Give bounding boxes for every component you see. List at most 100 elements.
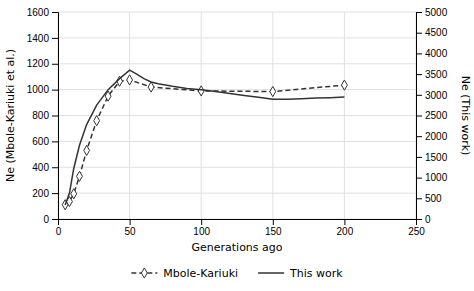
y-axis-tick-label: 0 bbox=[43, 214, 49, 225]
x-axis-tick-label: 200 bbox=[337, 226, 354, 237]
y-axis-tick-mark bbox=[52, 167, 58, 168]
y-axis-tick-label: 1400 bbox=[27, 33, 50, 44]
series-marker bbox=[77, 171, 83, 181]
series-marker bbox=[270, 86, 276, 96]
y-axis-tick: 200 bbox=[32, 188, 58, 199]
grid-line-y bbox=[58, 167, 416, 168]
legend-swatch bbox=[258, 272, 284, 274]
plot: 0501001502002500200400600800100012001400… bbox=[27, 7, 448, 237]
grid-line-y bbox=[58, 63, 416, 64]
y2-axis-tick-label: 2000 bbox=[425, 131, 448, 142]
series-group bbox=[62, 70, 347, 210]
y-axis-tick: 1200 bbox=[27, 58, 58, 69]
legend-item: This work bbox=[258, 267, 343, 280]
y-axis-tick: 600 bbox=[32, 136, 58, 147]
y2-axis-tick-label: 1000 bbox=[425, 172, 448, 183]
y2-axis-tick: 4000 bbox=[416, 48, 448, 59]
y-axis-tick-mark bbox=[52, 219, 58, 220]
y-axis-title: Ne (Mbole-Kariuki et al.) bbox=[4, 49, 17, 182]
y2-axis-tick-label: 3500 bbox=[425, 69, 448, 80]
y2-axis-tick: 500 bbox=[416, 193, 442, 204]
grid-line-y bbox=[58, 12, 416, 13]
grid-line-y bbox=[58, 89, 416, 90]
x-axis-tick-label: 0 bbox=[56, 226, 62, 237]
y2-axis-tick-mark bbox=[416, 74, 422, 75]
y-axis-tick-mark bbox=[52, 193, 58, 194]
y2-axis-tick: 2500 bbox=[416, 110, 448, 121]
x-axis-tick-mark bbox=[201, 219, 202, 225]
y2-axis-tick-mark bbox=[416, 53, 422, 54]
legend-item: Mbole-Kariuki bbox=[131, 267, 238, 280]
x-axis-tick-mark bbox=[130, 219, 131, 225]
x-axis: 0 50 100 150 200 250 bbox=[56, 219, 426, 237]
y2-axis-tick-label: 500 bbox=[425, 193, 442, 204]
y-axis: 0 200 400 600 800 1000 1200 1400 1600 bbox=[27, 7, 59, 225]
y2-axis-tick-label: 4000 bbox=[425, 48, 448, 59]
y-axis-tick-mark bbox=[52, 12, 58, 13]
x-axis-tick-label: 250 bbox=[408, 226, 425, 237]
x-axis-tick: 0 bbox=[56, 219, 62, 237]
y-axis-tick: 0 bbox=[43, 214, 58, 225]
y2-axis-tick: 0 bbox=[416, 214, 431, 225]
y2-axis-tick-mark bbox=[416, 12, 422, 13]
y-axis-tick-label: 400 bbox=[32, 162, 49, 173]
y-axis-tick-label: 600 bbox=[32, 136, 49, 147]
grid bbox=[58, 12, 416, 219]
x-axis-tick: 200 bbox=[337, 219, 354, 237]
series-marker bbox=[127, 75, 133, 85]
y2-axis-tick-mark bbox=[416, 95, 422, 96]
y2-axis-tick-mark bbox=[416, 219, 422, 220]
y2-axis-line bbox=[417, 13, 423, 220]
series-marker bbox=[148, 82, 154, 92]
y2-axis-tick-label: 4500 bbox=[425, 27, 448, 38]
grid-line-y bbox=[58, 141, 416, 142]
y2-axis: 0500100015002000250030003500400045005000 bbox=[416, 7, 448, 225]
y2-axis-tick-mark bbox=[416, 33, 422, 34]
y-axis-tick: 1400 bbox=[27, 33, 58, 44]
x-axis-tick-label: 50 bbox=[125, 226, 137, 237]
x-axis-tick: 150 bbox=[265, 219, 282, 237]
x-axis-tick: 50 bbox=[125, 219, 137, 237]
y2-axis-tick-label: 1500 bbox=[425, 152, 448, 163]
x-axis-tick: 250 bbox=[408, 219, 425, 237]
y2-axis-tick-mark bbox=[416, 116, 422, 117]
series-marker bbox=[341, 80, 347, 90]
grid-line-y bbox=[58, 115, 416, 116]
y-axis-tick-mark bbox=[52, 38, 58, 39]
y2-axis-tick-mark bbox=[416, 157, 422, 158]
y-axis-tick: 800 bbox=[32, 110, 58, 121]
x-axis-line bbox=[59, 220, 417, 226]
y2-axis-tick: 1500 bbox=[416, 152, 448, 163]
series-marker bbox=[94, 116, 100, 126]
y2-axis-tick-mark bbox=[416, 198, 422, 199]
x-axis-title: Generations ago bbox=[191, 241, 282, 254]
grid-line-y bbox=[58, 37, 416, 38]
x-axis-tick-label: 150 bbox=[265, 226, 282, 237]
y-axis-tick-mark bbox=[52, 116, 58, 117]
y2-axis-title: Ne (This work) bbox=[459, 76, 472, 156]
y-axis-line bbox=[52, 13, 59, 220]
y-axis-tick: 1000 bbox=[27, 84, 58, 95]
y2-axis-tick-label: 0 bbox=[425, 214, 431, 225]
y2-axis-tick: 5000 bbox=[416, 7, 448, 18]
y-axis-tick: 400 bbox=[32, 162, 58, 173]
y2-axis-tick: 1000 bbox=[416, 172, 448, 183]
series-line bbox=[65, 70, 344, 205]
legend-label: Mbole-Kariuki bbox=[163, 267, 238, 280]
y2-axis-tick-label: 5000 bbox=[425, 7, 448, 18]
y-axis-tick: 1600 bbox=[27, 7, 58, 18]
x-axis-tick-label: 100 bbox=[193, 226, 210, 237]
y-axis-tick-mark bbox=[52, 141, 58, 142]
grid-line-y bbox=[58, 193, 416, 194]
x-axis-tick-mark bbox=[273, 219, 274, 225]
legend-label: This work bbox=[289, 267, 343, 280]
y-axis-tick-label: 800 bbox=[32, 110, 49, 121]
y2-axis-tick: 2000 bbox=[416, 131, 448, 142]
y-axis-tick-label: 200 bbox=[32, 188, 49, 199]
series-marker bbox=[198, 86, 204, 96]
legend-marker bbox=[141, 268, 147, 278]
y2-axis-tick: 3500 bbox=[416, 69, 448, 80]
chart: 0501001502002500200400600800100012001400… bbox=[0, 0, 474, 291]
y-axis-tick-label: 1000 bbox=[27, 84, 50, 95]
y2-axis-tick-label: 2500 bbox=[425, 110, 448, 121]
